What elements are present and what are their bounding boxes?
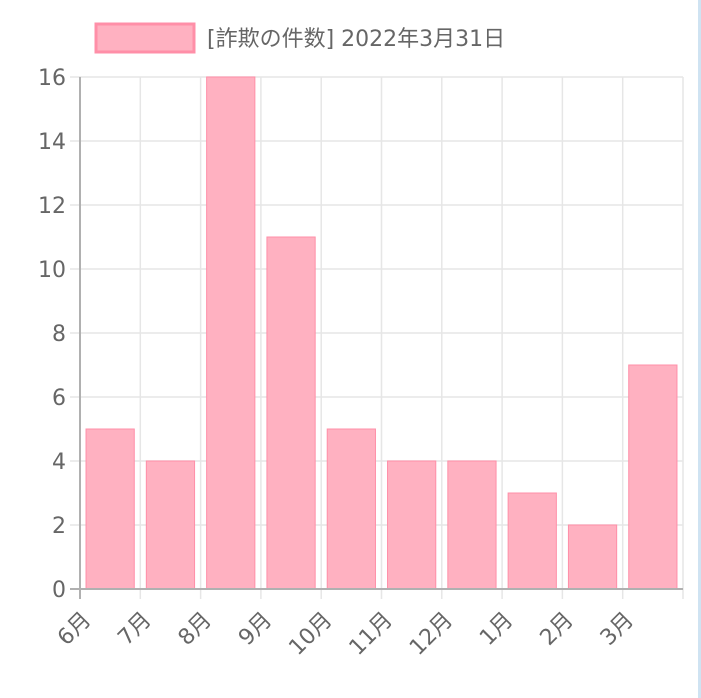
x-tick-label: 11月 (345, 608, 398, 661)
y-tick-label: 6 (52, 386, 66, 411)
bar-3月[interactable] (628, 364, 678, 590)
legend-swatch (94, 22, 196, 54)
x-tick-label: 2月 (536, 608, 579, 651)
x-axis-labels: 6月 7月 8月 9月 10月 11月 12月 1月 2月 3月 (53, 608, 639, 661)
y-axis-labels: 0 2 4 6 8 10 12 14 16 (38, 66, 66, 603)
bar-8月[interactable] (206, 76, 256, 590)
y-tick-label: 0 (52, 578, 66, 603)
bar-7月[interactable] (145, 460, 196, 590)
bar-1月[interactable] (507, 492, 557, 590)
y-tick-label: 12 (38, 194, 66, 219)
right-edge-border (698, 0, 701, 698)
x-tick-label: 8月 (174, 608, 217, 651)
x-tick-label: 10月 (284, 608, 337, 661)
grid-lines (70, 76, 684, 599)
bar-12月[interactable] (447, 460, 497, 590)
bar-6月[interactable] (85, 428, 135, 590)
bar-2月[interactable] (567, 524, 618, 590)
x-tick-label: 6月 (53, 608, 96, 651)
bar-10月[interactable] (326, 428, 376, 590)
bars (85, 76, 678, 590)
y-tick-label: 4 (52, 450, 66, 475)
axes (70, 77, 683, 599)
x-tick-label: 9月 (234, 608, 277, 651)
legend[interactable]: [詐欺の件数] 2022年3月31日 (94, 22, 505, 54)
y-tick-label: 2 (52, 514, 66, 539)
y-tick-label: 10 (38, 258, 66, 283)
y-tick-label: 8 (52, 322, 66, 347)
bar-11月[interactable] (387, 460, 437, 590)
y-tick-label: 16 (38, 66, 66, 91)
x-tick-label: 7月 (113, 608, 156, 651)
x-tick-label: 1月 (475, 608, 518, 651)
x-tick-label: 12月 (405, 608, 458, 661)
x-tick-label: 3月 (596, 608, 639, 651)
y-tick-label: 14 (38, 130, 66, 155)
bar-9月[interactable] (266, 236, 316, 590)
legend-label: [詐欺の件数] 2022年3月31日 (207, 27, 505, 52)
